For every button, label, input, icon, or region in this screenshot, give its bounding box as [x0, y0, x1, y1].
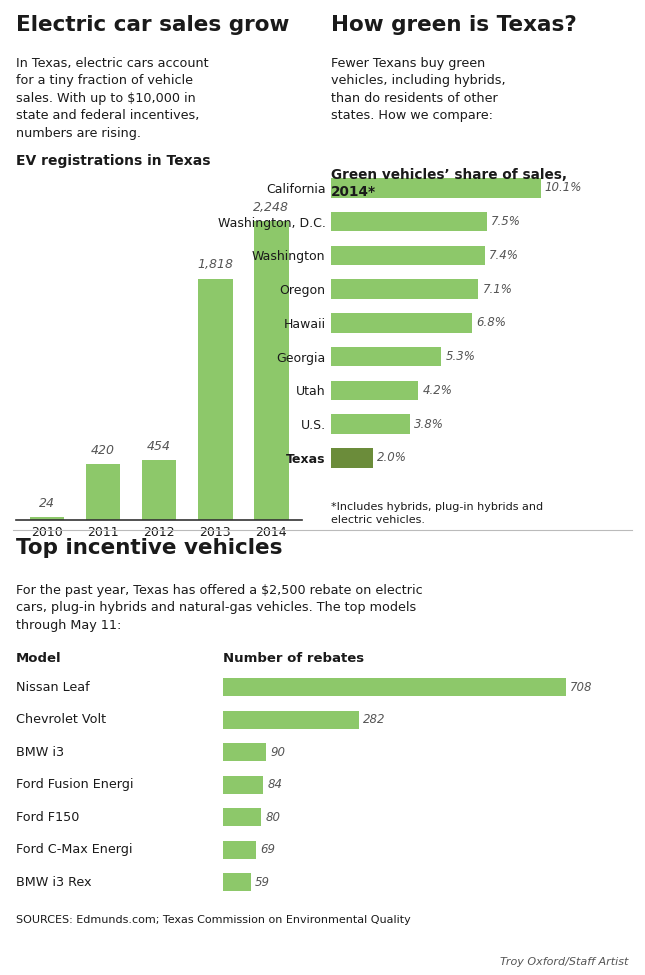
Text: Top incentive vehicles: Top incentive vehicles: [16, 538, 283, 558]
Bar: [198, 279, 233, 521]
Text: 420: 420: [91, 444, 115, 457]
Text: 10.1%: 10.1%: [545, 181, 582, 194]
Bar: [331, 414, 410, 434]
Bar: [331, 279, 479, 299]
Bar: [331, 347, 441, 367]
Text: 59: 59: [255, 876, 270, 889]
Text: Number of rebates: Number of rebates: [223, 652, 364, 665]
Text: Nissan Leaf: Nissan Leaf: [16, 681, 90, 694]
Text: Ford F150: Ford F150: [16, 811, 79, 824]
Text: 5.3%: 5.3%: [445, 350, 475, 363]
Text: 6.8%: 6.8%: [477, 316, 506, 330]
Bar: [223, 711, 359, 728]
Text: 708: 708: [570, 681, 593, 694]
Bar: [223, 840, 256, 859]
Text: 2,248: 2,248: [253, 201, 289, 214]
Text: In Texas, electric cars account
for a tiny fraction of vehicle
sales. With up to: In Texas, electric cars account for a ti…: [16, 57, 209, 139]
Text: Ford C-Max Energi: Ford C-Max Energi: [16, 843, 133, 856]
Bar: [254, 221, 289, 521]
Bar: [223, 679, 566, 696]
Bar: [331, 380, 419, 400]
Text: How green is Texas?: How green is Texas?: [331, 15, 577, 35]
Bar: [223, 776, 263, 794]
Text: 454: 454: [147, 440, 171, 452]
Text: Ford Fusion Energi: Ford Fusion Energi: [16, 778, 134, 792]
Text: Green vehicles’ share of sales,
2014*: Green vehicles’ share of sales, 2014*: [331, 168, 567, 199]
Text: Model: Model: [16, 652, 62, 665]
Text: SOURCES: Edmunds.com; Texas Commission on Environmental Quality: SOURCES: Edmunds.com; Texas Commission o…: [16, 915, 411, 925]
Text: 4.2%: 4.2%: [422, 384, 452, 397]
Text: EV registrations in Texas: EV registrations in Texas: [16, 154, 211, 168]
Text: 90: 90: [270, 746, 285, 759]
Text: 7.1%: 7.1%: [482, 283, 513, 295]
Text: 1,818: 1,818: [197, 258, 233, 271]
Bar: [86, 464, 121, 521]
Text: *Includes hybrids, plug-in hybrids and
electric vehicles.: *Includes hybrids, plug-in hybrids and e…: [331, 502, 543, 526]
Bar: [331, 448, 373, 468]
Text: 69: 69: [260, 843, 275, 856]
Text: Fewer Texans buy green
vehicles, including hybrids,
than do residents of other
s: Fewer Texans buy green vehicles, includi…: [331, 57, 506, 122]
Bar: [30, 517, 64, 521]
Text: 24: 24: [39, 496, 55, 510]
Bar: [223, 743, 266, 761]
Bar: [142, 460, 177, 521]
Text: Electric car sales grow: Electric car sales grow: [16, 15, 290, 35]
Text: Chevrolet Volt: Chevrolet Volt: [16, 714, 106, 726]
Text: 84: 84: [267, 778, 283, 792]
Bar: [223, 874, 251, 891]
Bar: [331, 313, 472, 332]
Text: 7.4%: 7.4%: [489, 249, 519, 262]
Bar: [331, 212, 487, 231]
Text: BMW i3: BMW i3: [16, 746, 64, 759]
Text: Troy Oxford/Staff Artist: Troy Oxford/Staff Artist: [501, 957, 629, 967]
Text: For the past year, Texas has offered a $2,500 rebate on electric
cars, plug-in h: For the past year, Texas has offered a $…: [16, 584, 422, 632]
Text: 2.0%: 2.0%: [377, 451, 406, 464]
Text: 80: 80: [265, 811, 281, 824]
Bar: [331, 246, 485, 265]
Text: BMW i3 Rex: BMW i3 Rex: [16, 876, 92, 889]
Text: 3.8%: 3.8%: [414, 417, 444, 431]
Bar: [331, 178, 541, 198]
Text: 282: 282: [363, 714, 386, 726]
Bar: [223, 808, 261, 826]
Text: 7.5%: 7.5%: [491, 215, 521, 228]
